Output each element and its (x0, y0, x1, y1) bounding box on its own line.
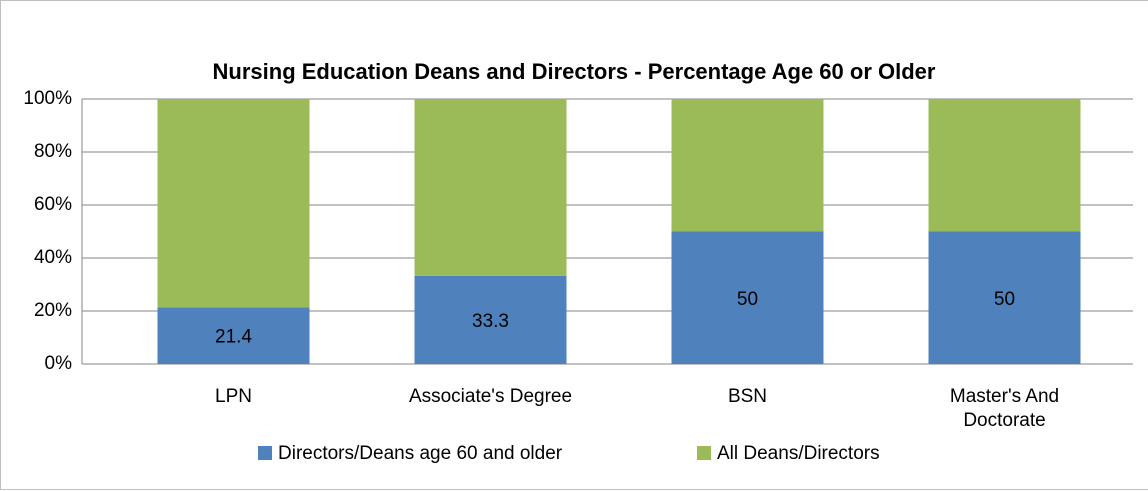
y-tick-label: 20% (34, 300, 72, 321)
bar-segment (928, 99, 1081, 232)
legend-label: All Deans/Directors (717, 443, 880, 464)
bar-segment (414, 99, 567, 276)
chart-title: Nursing Education Deans and Directors - … (213, 59, 936, 84)
bar-segment (928, 231, 1081, 364)
y-tick-label: 100% (23, 88, 72, 109)
x-tick-label: Master's And Doctorate (949, 386, 1060, 431)
bar-segment (157, 99, 310, 308)
x-tick-label: Associate's Degree (408, 386, 573, 407)
y-tick-label: 0% (45, 353, 73, 374)
legend-swatch (697, 446, 711, 460)
y-tick-label: 80% (34, 141, 72, 162)
data-label: 33.3 (472, 311, 509, 332)
y-tick-label: 60% (34, 194, 72, 215)
data-label: 21.4 (215, 327, 252, 348)
legend-swatch (258, 446, 272, 460)
bar-segment (671, 231, 824, 364)
x-tick-label: BSN (727, 386, 768, 407)
legend-label: Directors/Deans age 60 and older (278, 443, 563, 464)
data-label: 50 (994, 289, 1015, 310)
bar-segment (671, 99, 824, 232)
bar-segment (157, 307, 310, 364)
data-label: 50 (737, 289, 758, 310)
y-tick-label: 40% (34, 247, 72, 268)
x-tick-label: LPN (215, 386, 252, 407)
bar-segment (414, 275, 567, 364)
